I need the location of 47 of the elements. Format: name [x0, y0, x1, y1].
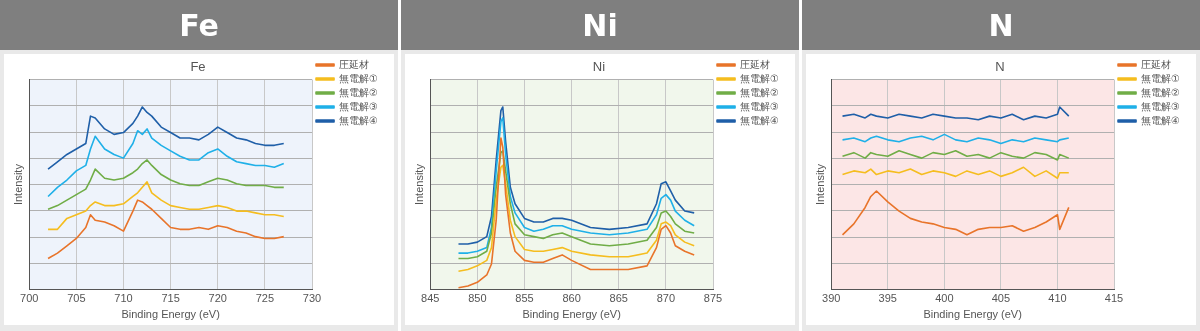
legend-label: 無電解④: [740, 114, 779, 126]
legend-label: 無電解③: [740, 100, 779, 112]
y-axis-title: Intensity: [412, 163, 425, 206]
x-tick-label: 730: [302, 292, 322, 305]
chart-subtitle: Ni: [592, 59, 606, 75]
x-tick-label: 715: [161, 292, 180, 305]
legend-label: 圧延材: [740, 58, 771, 70]
chart-title: Ni: [401, 0, 799, 50]
chart-title: Fe: [0, 0, 398, 50]
legend-label: 圧延材: [339, 58, 370, 70]
x-tick-label: 855: [515, 292, 534, 305]
legend-label: 無電解②: [740, 86, 779, 98]
x-tick-label: 865: [609, 292, 628, 305]
legend-label: 無電解②: [1141, 86, 1180, 98]
y-axis-title: Intensity: [813, 163, 826, 206]
x-axis-title: Binding Energy (eV): [923, 308, 1022, 321]
x-tick-label: 870: [656, 292, 676, 305]
x-tick-label: 390: [822, 292, 841, 305]
legend-label: 無電解④: [339, 114, 378, 126]
legend-label: 無電解③: [1141, 100, 1180, 112]
x-tick-label: 710: [114, 292, 133, 305]
x-tick-label: 850: [468, 292, 487, 305]
legend-label: 無電解①: [740, 72, 779, 84]
x-tick-label: 720: [208, 292, 227, 305]
x-tick-label: 700: [20, 292, 39, 305]
x-tick-label: 395: [878, 292, 897, 305]
x-tick-label: 860: [562, 292, 581, 305]
chart-subtitle: N: [995, 59, 1005, 75]
chart-subtitle: Fe: [190, 59, 206, 75]
x-axis-title: Binding Energy (eV): [522, 308, 621, 321]
legend-label: 無電解①: [1141, 72, 1180, 84]
legend-label: 無電解④: [1141, 114, 1180, 126]
chart-title: N: [802, 0, 1200, 50]
x-axis-title: Binding Energy (eV): [121, 308, 220, 321]
x-tick-label: 415: [1104, 292, 1124, 305]
x-tick-label: 705: [67, 292, 86, 305]
x-tick-label: 845: [421, 292, 440, 305]
x-tick-label: 405: [991, 292, 1011, 305]
legend-label: 無電解①: [339, 72, 378, 84]
legend-label: 圧延材: [1141, 58, 1172, 70]
x-tick-label: 400: [935, 292, 954, 305]
legend-label: 無電解③: [339, 100, 378, 112]
x-tick-label: 725: [255, 292, 275, 305]
legend-label: 無電解②: [339, 86, 378, 98]
x-tick-label: 410: [1048, 292, 1067, 305]
x-tick-label: 875: [703, 292, 723, 305]
y-axis-title: Intensity: [11, 163, 24, 206]
